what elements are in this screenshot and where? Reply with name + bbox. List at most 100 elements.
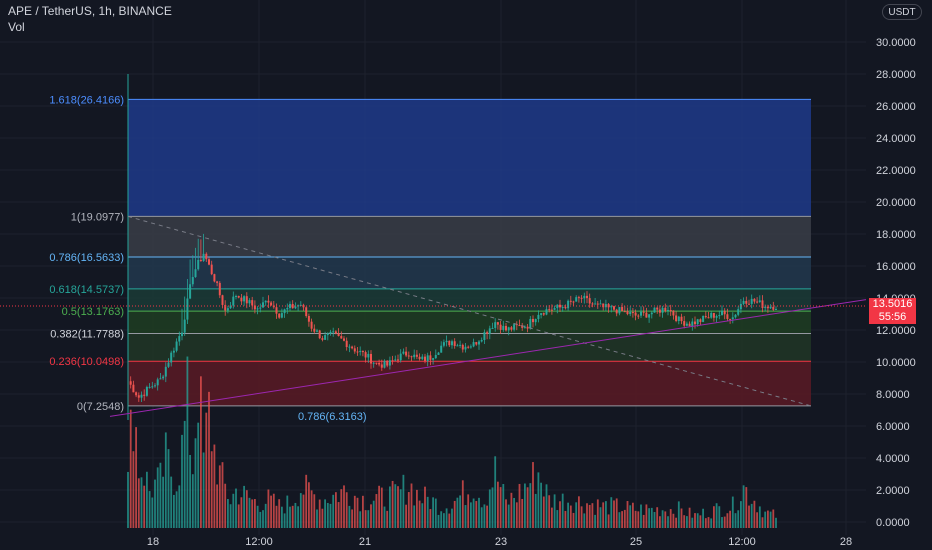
candle-body [321,338,324,340]
volume-bar [237,504,240,528]
candle-body [650,312,653,315]
candle-body [318,330,321,339]
volume-bar [704,518,707,528]
time-axis-label: 23 [495,536,507,548]
candle-body [769,306,772,309]
candle-body [748,303,750,305]
volume-bar [410,483,413,528]
dashed-trendline[interactable] [127,215,812,407]
volume-bar [553,494,556,528]
candle-body [478,341,480,345]
candle-body [353,348,356,352]
volume-bar [140,477,143,528]
volume-bar [221,462,224,528]
volume-bar [278,499,281,528]
volume-bar [699,515,702,528]
volume-bar [721,517,723,528]
symbol-title[interactable]: APE / TetherUS, 1h, BINANCE [8,4,172,18]
candle-body [399,353,402,361]
volume-bar [637,511,640,528]
volume-bar [389,486,391,528]
candle-body [164,366,167,377]
volume-bar [718,506,721,528]
fib-level-label: 0.786(16.5633) [49,252,124,264]
volume-bar [189,454,191,528]
candle-body [437,352,440,355]
volume-bar [186,356,189,528]
candle-body [442,342,445,346]
candle-body [575,297,578,302]
candle-body [456,345,459,347]
volume-indicator-label[interactable]: Vol [8,20,25,34]
candle-body [413,354,416,358]
candle-body [518,325,521,327]
time-axis[interactable]: 18 12:00 21 23 25 12:00 28 [147,536,852,548]
candle-body [129,381,132,385]
candle-body [451,341,453,346]
volume-bar [135,427,137,528]
fibonacci-retracement[interactable]: 1.618(26.4166) 1(19.0977) 0.786(16.5633) 0.… [49,74,811,423]
candle-body [386,360,389,366]
volume-bar [421,503,424,528]
volume-bar [218,465,221,528]
candle-body [167,362,170,367]
candle-body [723,310,726,315]
support-trendline[interactable] [109,299,867,417]
candle-body [289,303,291,309]
volume-bar [178,485,181,528]
candle-body [286,308,289,310]
candle-body [191,277,194,285]
candle-body [259,307,262,309]
candle-body [540,313,543,315]
price-axis[interactable]: 30.0000 28.0000 26.0000 24.0000 22.0000 20.00… [876,37,916,529]
currency-button[interactable]: USDT [882,4,922,20]
candle-body [775,308,777,310]
volume-bar [210,451,213,528]
volume-bar [537,472,540,528]
volume-bar [281,506,283,528]
drawings[interactable] [109,215,867,417]
candle-body [351,346,354,349]
candle-body [496,322,499,325]
candle-body [526,326,529,329]
fib-zone [128,216,811,257]
candle-body [699,319,702,322]
volume-bar [464,505,467,528]
candle-body [429,355,432,360]
candle-body [586,295,588,299]
volume-bar [613,500,615,528]
volume-bar [456,497,459,528]
candle-body [488,328,491,334]
candle-body [680,316,683,322]
candle-body [537,314,540,320]
candle-body [567,300,570,309]
volume-bar [143,485,146,528]
volume-bar [175,491,178,528]
volume-bar [694,513,696,528]
candle-body [370,353,372,364]
volume-bar [351,509,353,528]
volume-bar [758,506,761,528]
candle-body [745,300,748,304]
volume-bar [262,510,264,528]
volume-bar [326,502,329,528]
price-series[interactable] [129,233,777,402]
volume-bar [772,509,775,528]
candle-body [340,336,343,339]
volume-bar [162,476,164,528]
volume-bar [696,513,699,528]
volume-bar [129,409,132,528]
volume-bar [518,483,521,528]
candle-body [391,360,394,362]
candle-body [594,303,597,305]
volume-bar [734,513,737,528]
time-axis-label: 25 [630,536,642,548]
candle-body [448,340,451,346]
volume-bar [148,491,151,528]
candle-body [235,295,237,297]
volume-bar [310,490,313,528]
fib-zone [128,311,811,334]
candle-body [661,307,664,313]
volume-bar [691,517,694,528]
